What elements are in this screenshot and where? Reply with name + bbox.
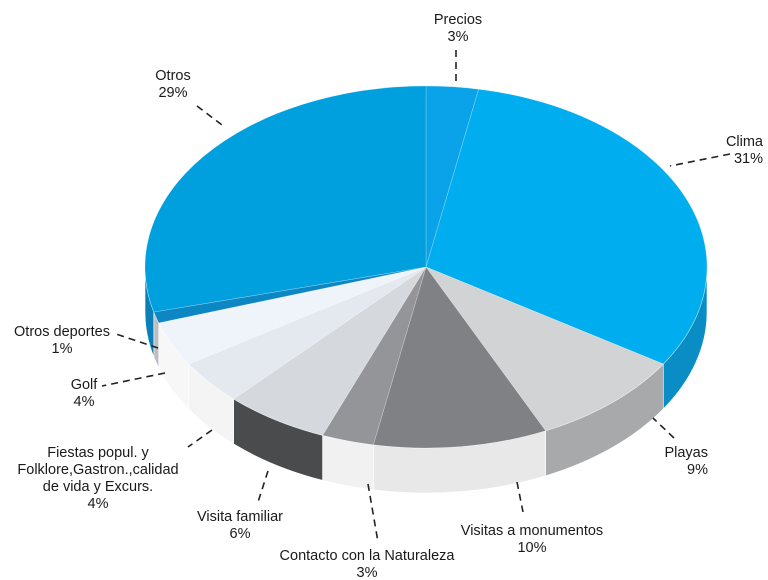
slice-clima xyxy=(425,88,708,365)
slice-label-visita-familiar: Visita familiar 6% xyxy=(197,509,283,542)
slice-value-clima: 31% xyxy=(734,151,763,167)
slice-side-otros xyxy=(144,266,155,358)
slice-label-visitas-a-monumentos: Visitas a monumentos 10% xyxy=(461,523,603,556)
leader-line-contacto-con-la-naturaleza xyxy=(367,483,379,543)
slice-visita-familiar xyxy=(233,266,427,436)
leader-line-clima xyxy=(669,153,731,167)
slice-value-visitas-a-monumentos: 10% xyxy=(517,540,546,556)
leader-lines xyxy=(101,50,731,543)
leader-line-golf xyxy=(101,372,166,387)
leader-line-visitas-a-monumentos xyxy=(516,481,524,513)
slice-value-fiestas-popul-y-folklore-gastron-calidad-de-vida-y-excurs: 4% xyxy=(88,496,109,512)
slice-value-precios: 3% xyxy=(448,29,469,45)
slice-value-otros-deportes: 1% xyxy=(52,341,73,357)
slice-contacto-con-la-naturaleza xyxy=(322,266,427,446)
slice-visitas-a-monumentos xyxy=(372,266,547,449)
slice-labels: Precios 3% Clima 31% Playas 9% Visitas a monum… xyxy=(14,12,764,580)
slice-label-golf: Golf 4% xyxy=(71,377,99,410)
leader-line-otros xyxy=(196,105,223,126)
slice-golf xyxy=(158,266,427,365)
slice-otros-deportes xyxy=(153,266,427,324)
slice-playas xyxy=(425,266,664,432)
leader-line-otros-deportes xyxy=(115,333,159,349)
pie-sides xyxy=(144,266,708,494)
slice-label-otros: Otros 29% xyxy=(155,68,190,101)
leader-line-fiestas-popul-y-folklore-gastron-calidad-de-vida-y-excurs xyxy=(187,429,213,448)
slice-value-playas: 9% xyxy=(687,462,708,478)
slice-label-otros-deportes: Otros deportes 1% xyxy=(14,324,110,357)
leader-line-visita-familiar xyxy=(257,470,269,503)
slice-label-precios: Precios 3% xyxy=(434,12,482,45)
slice-value-visita-familiar: 6% xyxy=(230,526,251,542)
slice-label-playas: Playas 9% xyxy=(664,445,708,478)
slice-precios xyxy=(425,85,480,268)
slice-label-clima: Clima 31% xyxy=(726,134,764,167)
slice-value-contacto-con-la-naturaleza: 3% xyxy=(357,565,378,580)
slice-label-contacto-con-la-naturaleza: Contacto con la Naturaleza 3% xyxy=(280,548,456,580)
slice-otros xyxy=(144,85,427,313)
pie-slices xyxy=(144,85,708,449)
slice-value-otros: 29% xyxy=(158,85,187,101)
slice-fiestas-popul-y-folklore-gastron-calidad-de-vida-y-excurs xyxy=(188,266,427,400)
slice-value-golf: 4% xyxy=(74,394,95,410)
leader-line-playas xyxy=(652,417,675,439)
slice-label-fiestas-popul-y-folklore-gastron-calidad-de-vida-y-excurs: Fiestas popul. y Folklore,Gastron.,calida… xyxy=(17,445,178,512)
